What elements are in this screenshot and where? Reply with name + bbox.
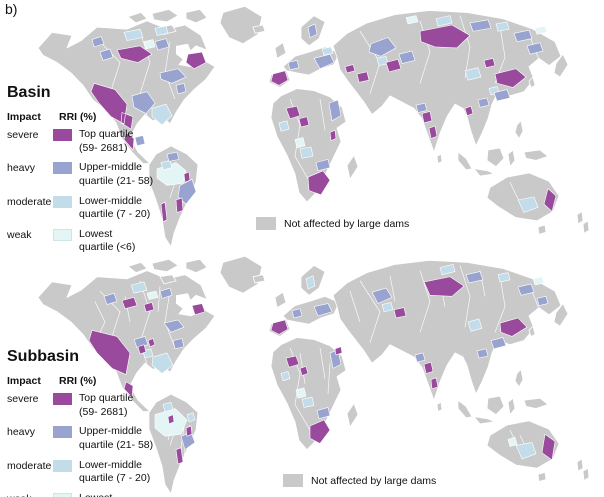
rri-line1: Upper-middle [79,161,143,174]
rri-line2: quartile (21- 58) [79,174,154,187]
rri-line1: Lower-middle [79,194,143,207]
rri-header: RRI (%) [59,375,97,387]
rri-text-heavy: Upper-middle quartile (21- 58) [79,425,153,452]
subbasin-moderate-regions [130,264,537,460]
moderate-swatch [53,459,72,472]
basin-severe-regions [90,24,557,223]
impact-label-severe: severe [7,393,39,405]
severe-swatch [53,129,72,141]
heavy-swatch [53,426,72,439]
legend-row-moderate: moderate Lower-middle quartile (7 - 20) [7,459,167,486]
impact-label-weak: weak [7,492,53,497]
impact-label-weak: weak [7,228,32,241]
rri-text-moderate: Lower-middle quartile (7 - 20) [79,195,150,222]
subbasin-legend-title: Subbasin [7,348,80,365]
basin-legend-headers: Impact RRI (%) [7,111,167,123]
panel-subbasin: Subbasin Impact RRI (%) severe Top quart… [0,250,604,497]
impact-label-severe: severe [7,129,39,141]
rri-line1: Lowest [79,227,113,240]
not-affected-label: Not affected by large dams [311,474,437,487]
basin-not-affected-legend: Not affected by large dams [256,217,409,230]
rri-header: RRI (%) [59,111,97,123]
rri-line2: (59- 2681) [79,405,128,418]
subbasin-legend-headers: Impact RRI (%) [7,375,167,387]
not-affected-swatch [283,474,303,487]
basin-legend: Basin Impact RRI (%) severe Top quartile… [7,84,167,261]
rri-line2: quartile (7 - 20) [79,472,151,485]
impact-label-moderate: moderate [7,459,52,472]
moderate-swatch [53,195,72,208]
weak-swatch [53,228,72,241]
rri-line1: Upper-middle [79,425,143,438]
rri-line2: quartile (21- 58) [79,438,154,451]
rri-line1: Top quartile [79,128,134,140]
rri-line2: quartile (7 - 20) [79,208,151,221]
legend-row-moderate: moderate Lower-middle quartile (7 - 20) [7,195,167,222]
figure-label: b) [5,1,18,17]
rri-text-moderate: Lower-middle quartile (7 - 20) [79,459,150,486]
subbasin-heavy-regions [103,271,549,450]
subbasin-world-map [37,255,590,495]
heavy-swatch [53,162,72,175]
impact-header: Impact [7,375,41,387]
impact-label-moderate: moderate [7,195,52,208]
rri-text-heavy: Upper-middle quartile (21- 58) [79,161,153,188]
legend-row-heavy: heavy Upper-middle quartile (21- 58) [7,425,167,452]
subbasin-legend: Subbasin Impact RRI (%) severe Top quart… [7,348,167,497]
rri-text-severe: Top quartile (59- 2681) [79,392,133,419]
subbasin-severe-regions [88,276,556,465]
rri-line2: quartile (<6) [79,241,136,254]
rri-text-severe: Top quartile (59- 2681) [79,128,133,155]
basin-world-map [37,5,590,248]
weak-swatch [53,492,72,497]
rri-line1: Top quartile [79,392,134,404]
impact-label-heavy: heavy [7,162,36,175]
not-affected-label: Not affected by large dams [284,217,410,230]
legend-row-severe: severe Top quartile (59- 2681) [7,392,167,419]
basin-legend-title: Basin [7,84,51,101]
basin-weak-regions [143,15,548,186]
legend-row-severe: severe Top quartile (59- 2681) [7,128,167,155]
not-affected-swatch [256,217,276,230]
basin-moderate-regions [123,15,539,213]
rri-line1: Lowest [79,492,112,497]
impact-header: Impact [7,111,41,123]
severe-swatch [53,393,72,405]
rri-line2: (59- 2681) [79,141,128,154]
panel-basin: Basin Impact RRI (%) severe Top quartile… [7,5,590,253]
impact-label-heavy: heavy [7,426,36,439]
subbasin-not-affected-legend: Not affected by large dams [283,474,436,487]
subbasin-weak-regions [146,276,545,447]
rri-line1: Lower-middle [79,458,143,471]
legend-row-heavy: heavy Upper-middle quartile (21- 58) [7,161,167,188]
basin-heavy-regions [91,19,544,205]
